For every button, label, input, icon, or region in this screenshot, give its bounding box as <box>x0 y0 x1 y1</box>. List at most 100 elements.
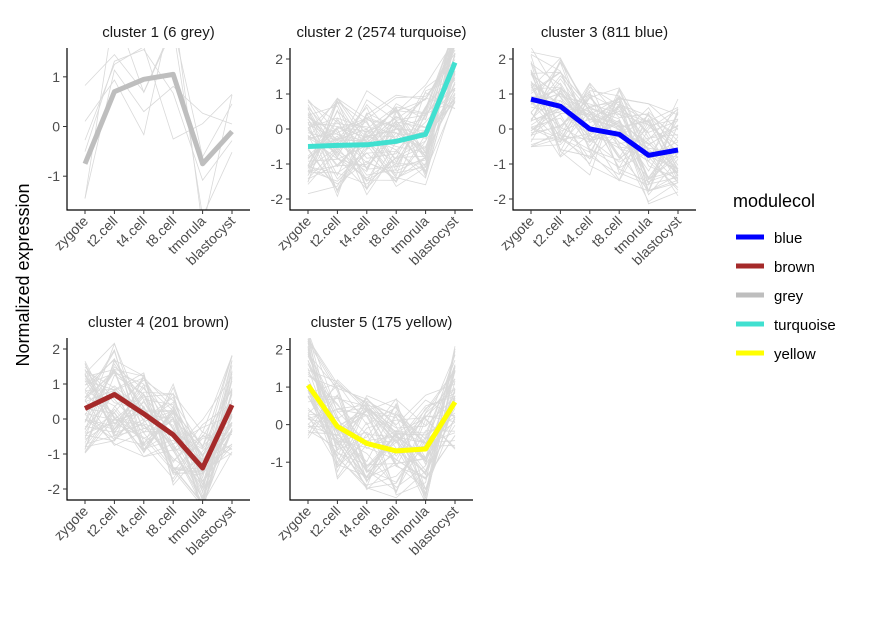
y-tick-label: 1 <box>275 379 283 395</box>
profile-line <box>307 96 456 186</box>
profile-line <box>530 69 679 176</box>
x-tick-label: zygote <box>274 213 315 254</box>
profile-line <box>530 71 679 170</box>
y-tick-label: -2 <box>271 191 284 207</box>
y-tick-label: -1 <box>48 168 61 184</box>
profile-line <box>530 83 679 191</box>
x-tick-label: zygote <box>51 213 92 254</box>
profile-line <box>84 390 233 456</box>
panels-group: -101zygotet2.cellt4.cellt8.celltmorulabl… <box>48 24 696 558</box>
profile-line <box>307 48 453 192</box>
y-tick-label: -1 <box>271 454 284 470</box>
profile-line <box>307 378 456 488</box>
profile-line <box>307 346 456 494</box>
mean-line-2 <box>307 61 458 149</box>
profile-line <box>530 101 679 163</box>
x-tick-label: t4.cell <box>113 213 150 250</box>
profile-line <box>530 70 679 139</box>
x-tick-label: t2.cell <box>306 213 343 250</box>
profile-line <box>530 93 679 145</box>
background-profiles <box>84 342 233 500</box>
profile-line <box>84 48 233 158</box>
legend: modulecol blue brown grey turquoise yellow <box>733 191 836 363</box>
profile-line <box>530 111 679 192</box>
profile-line <box>530 88 679 131</box>
profile-line <box>84 372 233 483</box>
y-tick-label: 0 <box>52 119 60 135</box>
panel-title: cluster 3 (811 blue) <box>541 24 668 41</box>
panel-title: cluster 5 (175 yellow) <box>311 314 453 331</box>
profile-line <box>307 49 456 133</box>
x-tick-label: t4.cell <box>336 213 373 250</box>
profile-line <box>307 348 456 476</box>
profile-line <box>307 92 456 185</box>
profile-line <box>530 90 679 180</box>
profile-line <box>84 366 233 500</box>
profile-line <box>307 395 456 465</box>
profile-line <box>307 338 456 500</box>
y-tick-label: 2 <box>275 51 283 67</box>
background-profiles <box>84 48 233 210</box>
profile-line <box>307 390 456 478</box>
panel-title: cluster 1 (6 grey) <box>102 24 215 41</box>
y-tick-label: 0 <box>275 417 283 433</box>
profile-line <box>307 48 449 159</box>
profile-line <box>307 48 453 195</box>
profile-line <box>307 48 452 170</box>
profile-line <box>530 82 679 178</box>
y-tick-label: 0 <box>275 121 283 137</box>
y-tick-label: 2 <box>275 342 283 358</box>
profile-line <box>530 59 679 188</box>
x-tick-label: t2.cell <box>306 503 343 540</box>
profile-line <box>530 93 679 181</box>
profile-line <box>307 81 456 169</box>
profile-line <box>84 373 233 500</box>
profile-line <box>84 48 233 210</box>
y-tick-label: 1 <box>52 69 60 85</box>
background-profiles <box>307 48 456 198</box>
y-tick-label: -1 <box>494 156 507 172</box>
profile-line <box>84 69 233 199</box>
legend-title: modulecol <box>733 191 815 211</box>
profile-line <box>307 394 456 483</box>
y-tick-label: -1 <box>48 446 61 462</box>
x-tick-label: t2.cell <box>529 213 566 250</box>
panel-1: -101zygotet2.cellt4.cellt8.celltmorulabl… <box>48 24 250 268</box>
y-tick-label: 2 <box>52 341 60 357</box>
legend-label-yellow: yellow <box>774 346 816 363</box>
profile-line <box>307 63 456 182</box>
legend-label-turquoise: turquoise <box>774 317 836 334</box>
profile-line <box>84 380 233 456</box>
profile-line <box>530 105 679 197</box>
profile-line <box>530 118 679 205</box>
panel-2: -2-1012zygotet2.cellt4.cellt8.celltmorul… <box>271 24 473 268</box>
panel-title: cluster 4 (201 brown) <box>88 314 229 331</box>
profile-line <box>84 376 233 458</box>
profile-line <box>530 81 679 147</box>
y-tick-label: 1 <box>275 86 283 102</box>
profile-line <box>530 106 679 159</box>
legend-label-brown: brown <box>774 259 815 276</box>
profile-line <box>307 78 456 177</box>
profile-line <box>307 59 456 167</box>
profile-line <box>84 378 233 472</box>
y-tick-label: 0 <box>52 411 60 427</box>
profile-line <box>307 388 456 482</box>
mean-line-5 <box>305 383 458 454</box>
x-tick-label: t2.cell <box>83 503 120 540</box>
background-profiles <box>530 48 679 205</box>
profile-line <box>530 75 679 183</box>
profile-line <box>84 412 233 498</box>
profile-line <box>307 369 456 449</box>
profile-line <box>307 387 456 493</box>
mean-line-1 <box>82 71 234 167</box>
x-tick-label: zygote <box>274 503 315 544</box>
profile-line <box>530 101 679 193</box>
x-tick-label: t4.cell <box>336 503 373 540</box>
profile-line <box>84 355 233 450</box>
profile-line <box>307 350 456 491</box>
profile-line <box>530 73 679 171</box>
profile-line <box>308 389 456 479</box>
mean-line-4 <box>83 392 235 471</box>
